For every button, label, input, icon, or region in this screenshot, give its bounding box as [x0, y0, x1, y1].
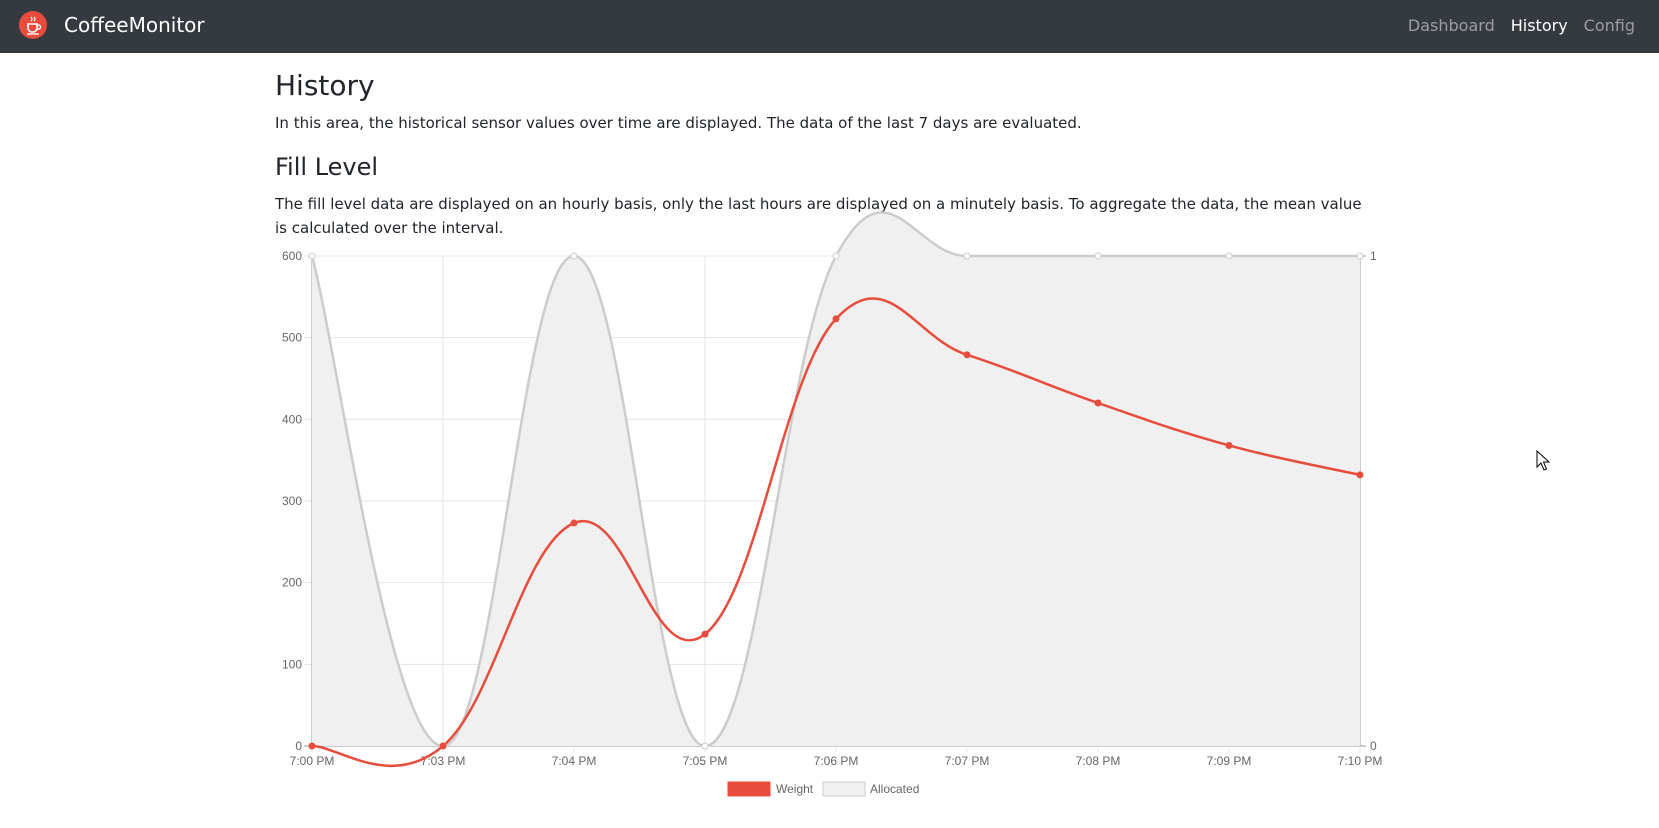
allocated-point [1094, 252, 1102, 260]
allocated-point [832, 252, 840, 260]
x-tick-label: 7:09 PM [1207, 754, 1252, 768]
weight-point [570, 519, 578, 527]
allocated-point [570, 252, 578, 260]
allocated-area [312, 212, 1360, 746]
weight-point [439, 742, 447, 750]
y-left-tick-label: 0 [295, 739, 302, 753]
fill-level-description: The fill level data are displayed on an … [275, 195, 1362, 237]
allocated-point [963, 252, 971, 260]
y-left-tick-label: 600 [282, 249, 302, 263]
x-tick-label: 7:00 PM [290, 754, 335, 768]
weight-point [963, 351, 971, 359]
x-tick-label: 7:04 PM [552, 754, 597, 768]
weight-point [832, 315, 840, 323]
allocated-point [308, 252, 316, 260]
x-tick-label: 7:07 PM [945, 754, 990, 768]
weight-point [1094, 399, 1102, 407]
y-left-tick-label: 100 [282, 657, 302, 671]
y-right-tick-label: 1 [1370, 249, 1377, 263]
fill-level-title: Fill Level [275, 153, 379, 181]
x-tick-label: 7:05 PM [683, 754, 728, 768]
allocated-point [701, 742, 709, 750]
mouse-cursor-icon [1536, 450, 1551, 471]
y-right-tick-label: 0 [1370, 739, 1377, 753]
allocated-point [1356, 252, 1364, 260]
y-left-tick-label: 200 [282, 576, 302, 590]
page-title: History [275, 69, 375, 102]
legend-label-allocated: Allocated [870, 782, 919, 796]
page-description: In this area, the historical sensor valu… [275, 114, 1082, 132]
x-tick-label: 7:10 PM [1338, 754, 1383, 768]
y-left-tick-label: 400 [282, 412, 302, 426]
x-tick-label: 7:08 PM [1076, 754, 1121, 768]
weight-point [1225, 441, 1233, 449]
nav-history[interactable]: History [1510, 16, 1568, 35]
navbar: CoffeeMonitor Dashboard History Config [0, 0, 1659, 53]
coffee-cup-icon[interactable] [19, 11, 47, 39]
x-tick-label: 7:06 PM [814, 754, 859, 768]
y-left-tick-label: 500 [282, 331, 302, 345]
weight-point [701, 630, 709, 638]
nav-dashboard[interactable]: Dashboard [1407, 16, 1495, 35]
weight-point [308, 742, 316, 750]
y-left-tick-label: 300 [282, 494, 302, 508]
allocated-point [1225, 252, 1233, 260]
weight-line [311, 297, 1361, 767]
nav-config[interactable]: Config [1583, 16, 1635, 35]
brand-name[interactable]: CoffeeMonitor [64, 13, 205, 37]
legend-swatch-weight [727, 781, 771, 797]
weight-point [1356, 471, 1364, 479]
nav-links: Dashboard History Config [1408, 16, 1635, 35]
x-tick-label: 7:03 PM [421, 754, 466, 768]
legend-label-weight: Weight [776, 782, 814, 796]
legend-swatch-allocated [822, 781, 866, 797]
